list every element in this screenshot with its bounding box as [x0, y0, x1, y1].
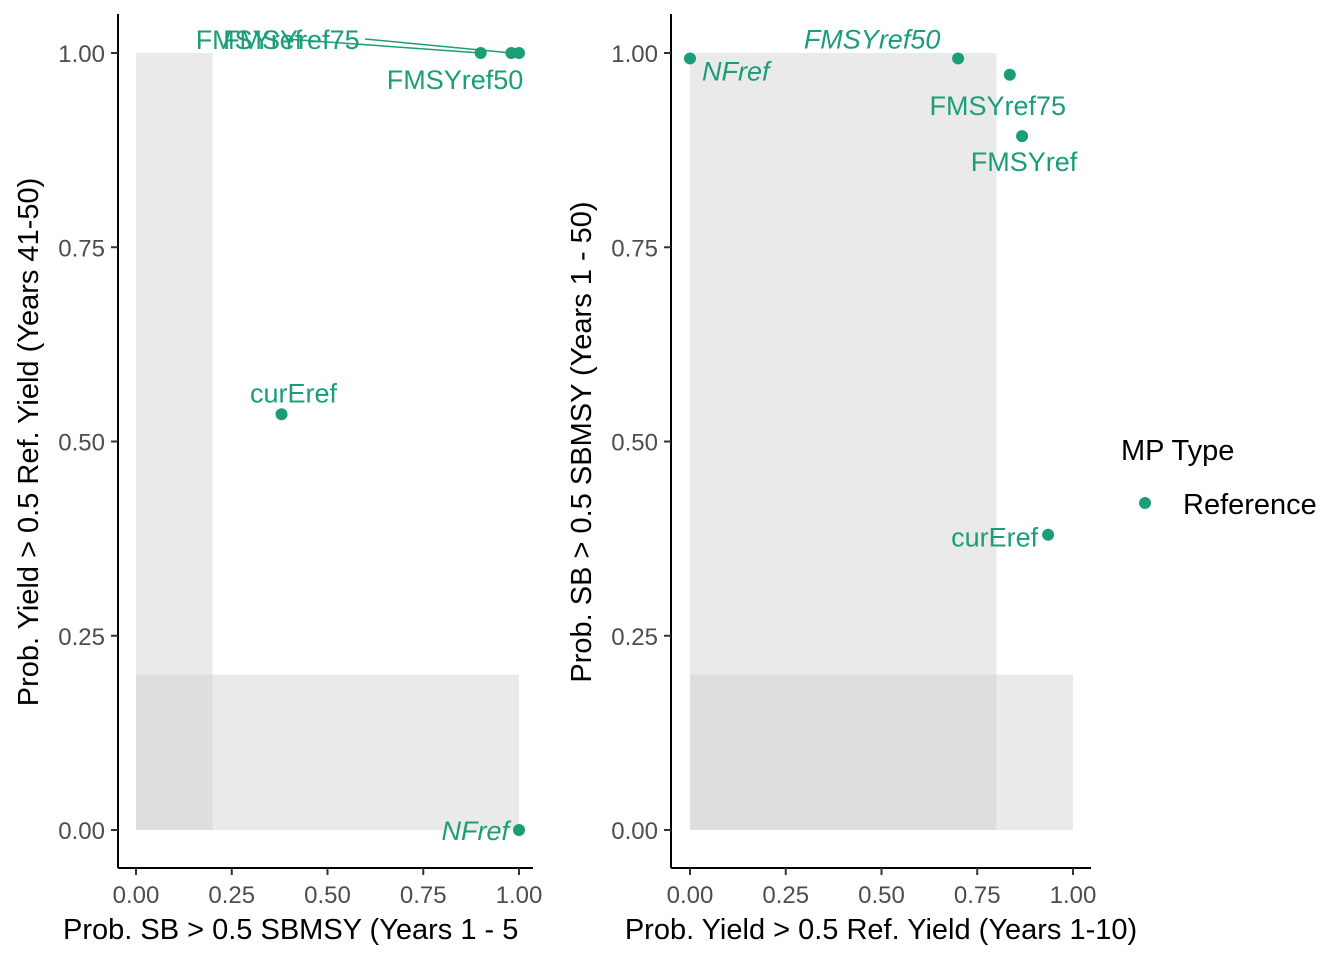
- x-tick-label: 1.00: [1050, 882, 1097, 909]
- x-tick-label: 0.25: [762, 882, 809, 909]
- legend-title: MP Type: [1121, 435, 1234, 467]
- right-tick-labels: 0.00 0.25 0.50 0.75 1.00 0.00 0.25 0.50 0.75 1.00: [611, 41, 1096, 909]
- point-label-fmsyref75: FMSYref75: [930, 91, 1067, 121]
- point-cureref: [275, 408, 288, 421]
- point-label-cureref: curEref: [951, 523, 1039, 553]
- y-tick-label: 0.00: [611, 818, 658, 845]
- x-tick-label: 0.25: [208, 882, 255, 909]
- y-tick-label: 0.75: [611, 235, 658, 262]
- shaded-region: [690, 674, 1073, 830]
- x-tick-label: 0.00: [113, 882, 160, 909]
- point-fmsyref50: [952, 52, 965, 65]
- x-tick-label: 0.50: [304, 882, 351, 909]
- left-y-axis-title: Prob. Yield > 0.5 Ref. Yield (Years 41-5…: [13, 178, 45, 707]
- point-label-cureref: curEref: [250, 378, 338, 408]
- legend: MP Type Reference: [1121, 435, 1317, 521]
- point-label-fmsyref: FMSYref: [196, 25, 303, 55]
- left-x-axis-title: Prob. SB > 0.5 SBMSY (Years 1 - 5: [63, 914, 518, 946]
- legend-label-reference: Reference: [1183, 489, 1317, 521]
- y-tick-label: 0.25: [611, 624, 658, 651]
- x-tick-label: 0.00: [667, 882, 714, 909]
- point-nfref: [513, 824, 525, 836]
- left-shaded-regions: [136, 53, 519, 830]
- right-x-axis-title: Prob. Yield > 0.5 Ref. Yield (Years 1-10…: [625, 914, 1137, 946]
- point-label-nfref: NFref: [702, 56, 772, 86]
- right-point-labels: NFref FMSYref50 FMSYref75 FMSYref curEref: [702, 24, 1078, 552]
- point-label-nfref: NFref: [442, 816, 512, 846]
- left-scatter-panel: 0.00 0.25 0.50 0.75 1.00 0.00 0.25 0.50 0.75 1.00…: [13, 14, 542, 946]
- shaded-region: [136, 674, 519, 830]
- y-tick-label: 0.75: [58, 235, 105, 262]
- label-leader-line: [285, 38, 481, 54]
- left-tick-labels: 0.00 0.25 0.50 0.75 1.00 0.00 0.25 0.50 0.75 1.00: [58, 41, 542, 909]
- y-tick-label: 0.25: [58, 624, 105, 651]
- point-label-fmsyref50: FMSYref50: [387, 65, 524, 95]
- right-points: [684, 52, 1055, 541]
- x-tick-label: 0.75: [400, 882, 447, 909]
- x-tick-label: 0.50: [858, 882, 905, 909]
- y-tick-label: 1.00: [58, 41, 105, 68]
- point-fmsyref: [1016, 130, 1029, 143]
- legend-key-reference: [1139, 497, 1151, 509]
- y-tick-label: 1.00: [611, 41, 658, 68]
- x-tick-label: 1.00: [496, 882, 543, 909]
- right-shaded-regions: [690, 53, 1073, 830]
- right-y-axis-title: Prob. SB > 0.5 SBMSY (Years 1 - 50): [566, 201, 598, 682]
- point-label-fmsyref: FMSYref: [971, 147, 1078, 177]
- right-scatter-panel: 0.00 0.25 0.50 0.75 1.00 0.00 0.25 0.50 0.75 1.00…: [566, 14, 1137, 946]
- y-tick-label: 0.00: [58, 818, 105, 845]
- shaded-region: [136, 53, 213, 830]
- point-label-fmsyref50: FMSYref50: [804, 24, 941, 54]
- y-tick-label: 0.50: [611, 430, 658, 457]
- point-fmsyref50: [513, 47, 525, 59]
- x-tick-label: 0.75: [954, 882, 1001, 909]
- point-nfref: [684, 52, 696, 65]
- label-leader-line: [364, 38, 512, 54]
- point-label-fmsyref75: FMSYref75: [223, 25, 360, 55]
- y-tick-label: 0.50: [58, 430, 105, 457]
- shaded-region: [690, 53, 997, 830]
- point-fmsyref75: [1003, 68, 1016, 81]
- point-cureref: [1042, 528, 1055, 541]
